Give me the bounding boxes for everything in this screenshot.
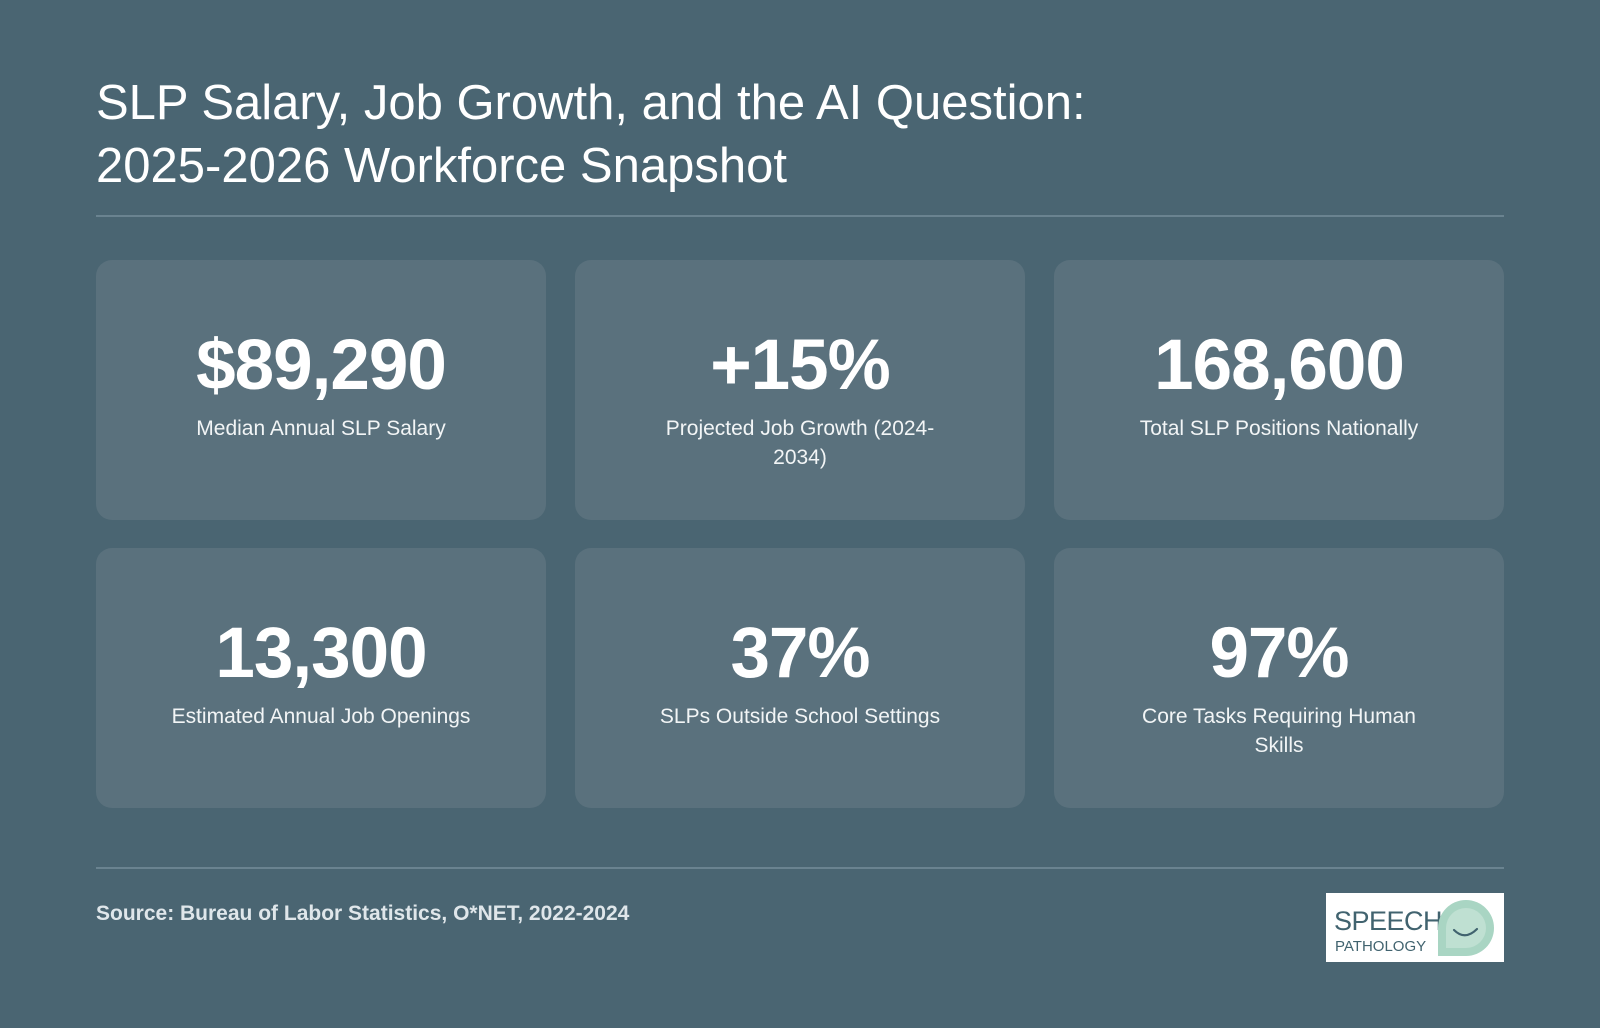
stat-label: SLPs Outside School Settings <box>659 705 941 728</box>
header-divider <box>96 215 1504 217</box>
footer-divider <box>96 867 1504 869</box>
speech-bubble-smile-icon <box>1438 900 1494 956</box>
stats-grid: $89,290 Median Annual SLP Salary +15% Pr… <box>96 260 1504 808</box>
stat-label: Core Tasks Requiring Human Skills <box>1142 705 1416 757</box>
page-title: SLP Salary, Job Growth, and the AI Quest… <box>96 72 1086 198</box>
stat-card-job-growth: +15% Projected Job Growth (2024-2034) <box>575 260 1025 520</box>
stat-value: 37% <box>730 614 870 693</box>
stat-value: 13,300 <box>215 614 427 693</box>
logo-text-pathology: PATHOLOGY <box>1335 938 1427 955</box>
page-title-line-1: SLP Salary, Job Growth, and the AI Quest… <box>96 76 1086 130</box>
page: SLP Salary, Job Growth, and the AI Quest… <box>96 0 1504 1028</box>
stat-card-annual-openings: 13,300 Estimated Annual Job Openings <box>96 548 546 808</box>
stat-label: Estimated Annual Job Openings <box>171 705 471 728</box>
stat-label: Median Annual SLP Salary <box>196 417 446 440</box>
logo-text-speech: SPEECH <box>1334 906 1443 936</box>
stat-value: +15% <box>710 326 891 405</box>
stat-value: $89,290 <box>196 326 447 405</box>
stat-value: 168,600 <box>1154 326 1405 405</box>
stat-label: Projected Job Growth (2024-2034) <box>665 417 935 469</box>
stat-label: Total SLP Positions Nationally <box>1139 417 1419 440</box>
stat-card-human-skills: 97% Core Tasks Requiring Human Skills <box>1054 548 1504 808</box>
page-title-line-2: 2025-2026 Workforce Snapshot <box>96 139 787 193</box>
source-citation: Source: Bureau of Labor Statistics, O*NE… <box>96 902 630 925</box>
stat-card-outside-school: 37% SLPs Outside School Settings <box>575 548 1025 808</box>
stat-value: 97% <box>1209 614 1349 693</box>
stat-card-total-positions: 168,600 Total SLP Positions Nationally <box>1054 260 1504 520</box>
speech-pathology-logo: SPEECH PATHOLOGY <box>1326 893 1504 962</box>
stat-card-median-salary: $89,290 Median Annual SLP Salary <box>96 260 546 520</box>
